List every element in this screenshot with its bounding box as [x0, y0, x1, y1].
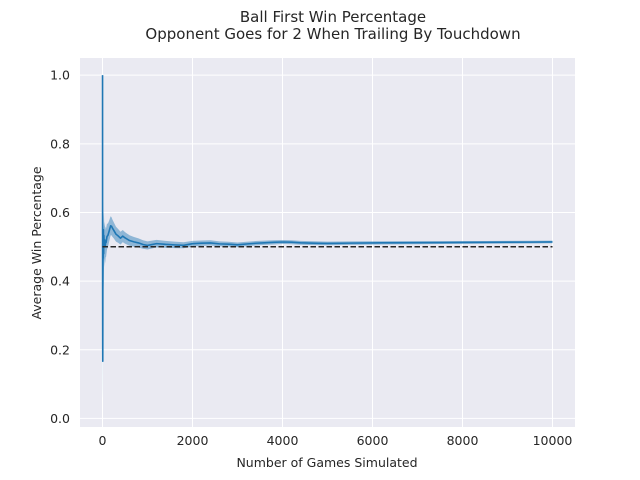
y-tick-label: 0.2	[50, 342, 70, 357]
y-axis-label: Average Win Percentage	[29, 166, 44, 319]
grid-lines	[80, 58, 575, 427]
y-tick-label: 1.0	[50, 68, 70, 83]
x-tick-label: 4000	[267, 433, 299, 448]
x-tick-label: 8000	[447, 433, 479, 448]
x-tick-label: 6000	[357, 433, 389, 448]
y-tick-label: 0.8	[50, 136, 70, 151]
win-percentage-series	[101, 75, 553, 362]
x-tick-label: 0	[99, 433, 107, 448]
x-tick-label: 2000	[177, 433, 209, 448]
x-tick-label: 10000	[533, 433, 573, 448]
y-tick-label: 0.4	[50, 274, 70, 289]
x-axis-label: Number of Games Simulated	[236, 455, 417, 470]
chart-title-line-2: Opponent Goes for 2 When Trailing By Tou…	[145, 25, 520, 43]
y-tick-label: 0.0	[50, 411, 70, 426]
chart-title-line-1: Ball First Win Percentage	[240, 8, 426, 26]
y-tick-labels: 0.0 0.2 0.4 0.6 0.8 1.0	[50, 68, 70, 426]
y-tick-label: 0.6	[50, 205, 70, 220]
x-tick-labels: 0 2000 4000 6000 8000 10000	[99, 433, 573, 448]
series-layer	[101, 75, 553, 362]
